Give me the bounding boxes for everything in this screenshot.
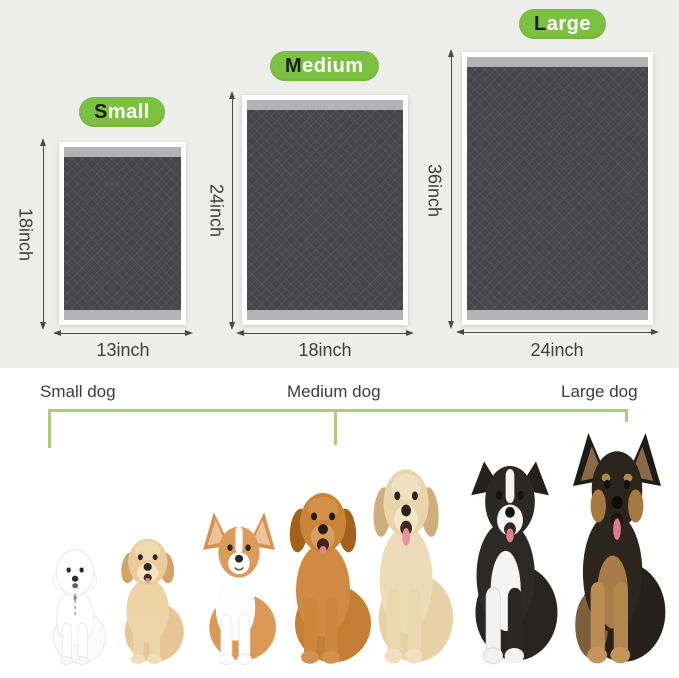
- dog-golden-retriever-illustration: [289, 493, 371, 664]
- pad-large: [462, 52, 653, 325]
- pad-large-top-strip: [467, 57, 648, 67]
- pad-large-bottom-strip: [467, 310, 648, 320]
- width-arrow-small: [53, 330, 193, 336]
- group-label-medium-dog: Medium dog: [287, 382, 381, 401]
- dog-bichon-frise-illustration: [53, 545, 106, 665]
- width-arrow-medium: [236, 330, 414, 336]
- size-badge-large: Large: [519, 9, 606, 39]
- height-arrow-small: [40, 138, 46, 330]
- pad-medium-bottom-strip: [247, 310, 403, 320]
- pad-large-height-label: 36inch: [424, 163, 445, 218]
- height-arrow-large: [448, 49, 454, 329]
- size-badge-medium: Medium: [270, 51, 379, 81]
- group-label-large-dog: Large dog: [561, 382, 638, 401]
- pad-small-top-strip: [64, 147, 181, 157]
- dog-golden-puppy-illustration: [121, 538, 184, 665]
- size-scale-tick-right: [625, 409, 628, 422]
- dog-border-collie-illustration: [471, 461, 558, 665]
- pad-large-width-label: 24inch: [530, 340, 584, 360]
- size-scale-tick-left: [48, 409, 51, 448]
- pad-small: [59, 142, 186, 325]
- size-badge-medium-label: Medium: [285, 55, 364, 77]
- pad-small-width-label: 13inch: [96, 340, 150, 360]
- dog-corgi-illustration: [203, 512, 276, 665]
- size-badge-small-label: Small: [94, 101, 150, 123]
- dog-german-shepherd-illustration: [573, 433, 666, 664]
- pad-small-height-label: 18inch: [15, 207, 36, 262]
- pad-medium: [242, 95, 408, 325]
- pad-large-quilted-core: [467, 67, 648, 310]
- height-arrow-medium: [229, 91, 235, 330]
- pad-medium-width-label: 18inch: [298, 340, 352, 360]
- pad-medium-height-label: 24inch: [206, 183, 227, 238]
- pad-medium-top-strip: [247, 100, 403, 110]
- pad-medium-quilted-core: [247, 110, 403, 310]
- size-scale-tick-middle: [334, 409, 337, 445]
- size-scale-line: [48, 409, 628, 412]
- size-badge-small: Small: [79, 97, 165, 127]
- pad-small-quilted-core: [64, 157, 181, 310]
- width-arrow-large: [456, 329, 659, 335]
- dog-cream-retriever-illustration: [373, 469, 454, 664]
- group-label-small-dog: Small dog: [40, 382, 116, 401]
- size-badge-large-label: Large: [534, 13, 591, 35]
- pad-small-bottom-strip: [64, 310, 181, 320]
